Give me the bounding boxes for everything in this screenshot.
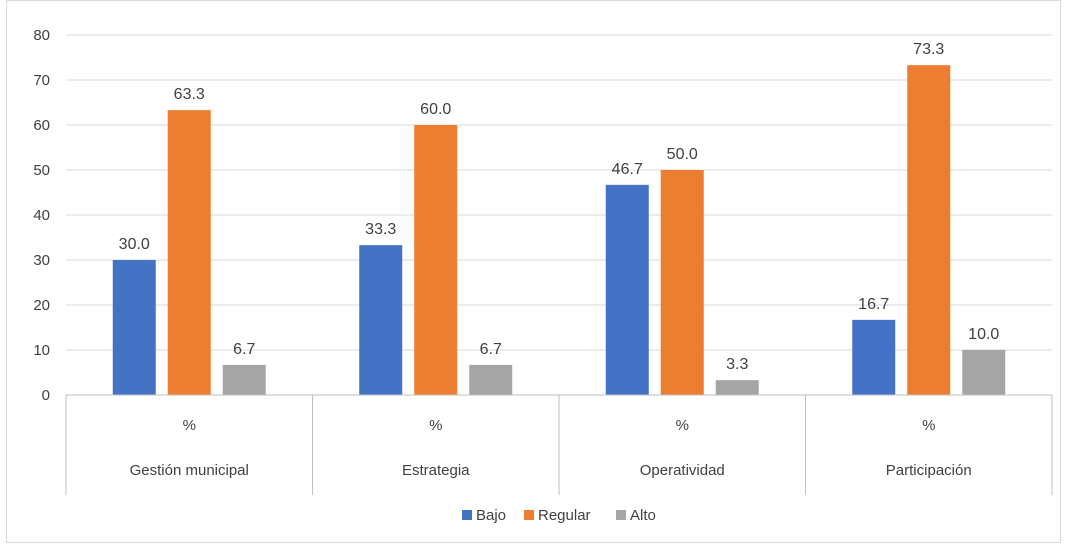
category-label: Gestión municipal [130,462,249,479]
bar-bajo [112,260,156,395]
category-sublabel: % [183,417,196,434]
legend-label: Regular [538,507,591,524]
bar-bajo [359,245,403,395]
bar-bajo [852,319,896,395]
category-label: Estrategia [402,462,470,479]
data-label: 60.0 [420,101,451,118]
data-label: 6.7 [233,341,255,358]
gridlines [66,34,1052,351]
data-label: 63.3 [174,86,205,103]
legend-swatch [616,510,626,520]
bar-bajo [605,184,649,395]
bar-regular [660,170,704,395]
y-tick-label: 40 [33,207,50,224]
legend: Bajo Regular Alto [462,507,656,524]
data-label: 16.7 [858,296,889,313]
y-tick-label: 70 [33,72,50,89]
data-label: 73.3 [913,41,944,58]
y-tick-label: 80 [33,27,50,44]
data-label: 33.3 [365,221,396,238]
x-axis: % Gestión municipal% Estrategia% Operativid… [65,394,1053,495]
bar-regular [414,125,458,395]
bar-chart: 0 10 20 30 40 50 60 70 80 30.0 63.3 6.7 33.3 60.0 6.7… [33,27,1053,524]
category-label: Participación [886,462,972,479]
y-tick-label: 0 [42,387,50,404]
data-label: 10.0 [968,326,999,343]
y-tick-label: 20 [33,297,50,314]
y-tick-label: 30 [33,252,50,269]
data-label: 50.0 [667,146,698,163]
data-label: 3.3 [726,356,748,373]
bar-alto [962,350,1006,395]
y-tick-label: 50 [33,162,50,179]
legend-swatch [462,510,472,520]
legend-label: Bajo [476,507,506,524]
bar-alto [715,380,759,395]
legend-swatch [524,510,534,520]
y-axis: 0 10 20 30 40 50 60 70 80 [33,27,50,404]
bars [112,65,1006,396]
chart-frame: 0 10 20 30 40 50 60 70 80 30.0 63.3 6.7 33.3 60.0 6.7… [6,0,1061,543]
bar-alto [222,364,266,395]
bar-regular [907,65,951,396]
data-labels: 30.0 63.3 6.7 33.3 60.0 6.7 46.7 50.0 3.3 16.7 73.… [119,41,1000,373]
data-label: 30.0 [119,236,150,253]
category-label: Operatividad [640,462,725,479]
legend-label: Alto [630,507,656,524]
y-tick-label: 10 [33,342,50,359]
data-label: 6.7 [480,341,502,358]
category-sublabel: % [676,417,689,434]
category-sublabel: % [922,417,935,434]
bar-regular [167,110,211,396]
category-sublabel: % [429,417,442,434]
y-tick-label: 60 [33,117,50,134]
bar-alto [469,364,513,395]
data-label: 46.7 [612,161,643,178]
